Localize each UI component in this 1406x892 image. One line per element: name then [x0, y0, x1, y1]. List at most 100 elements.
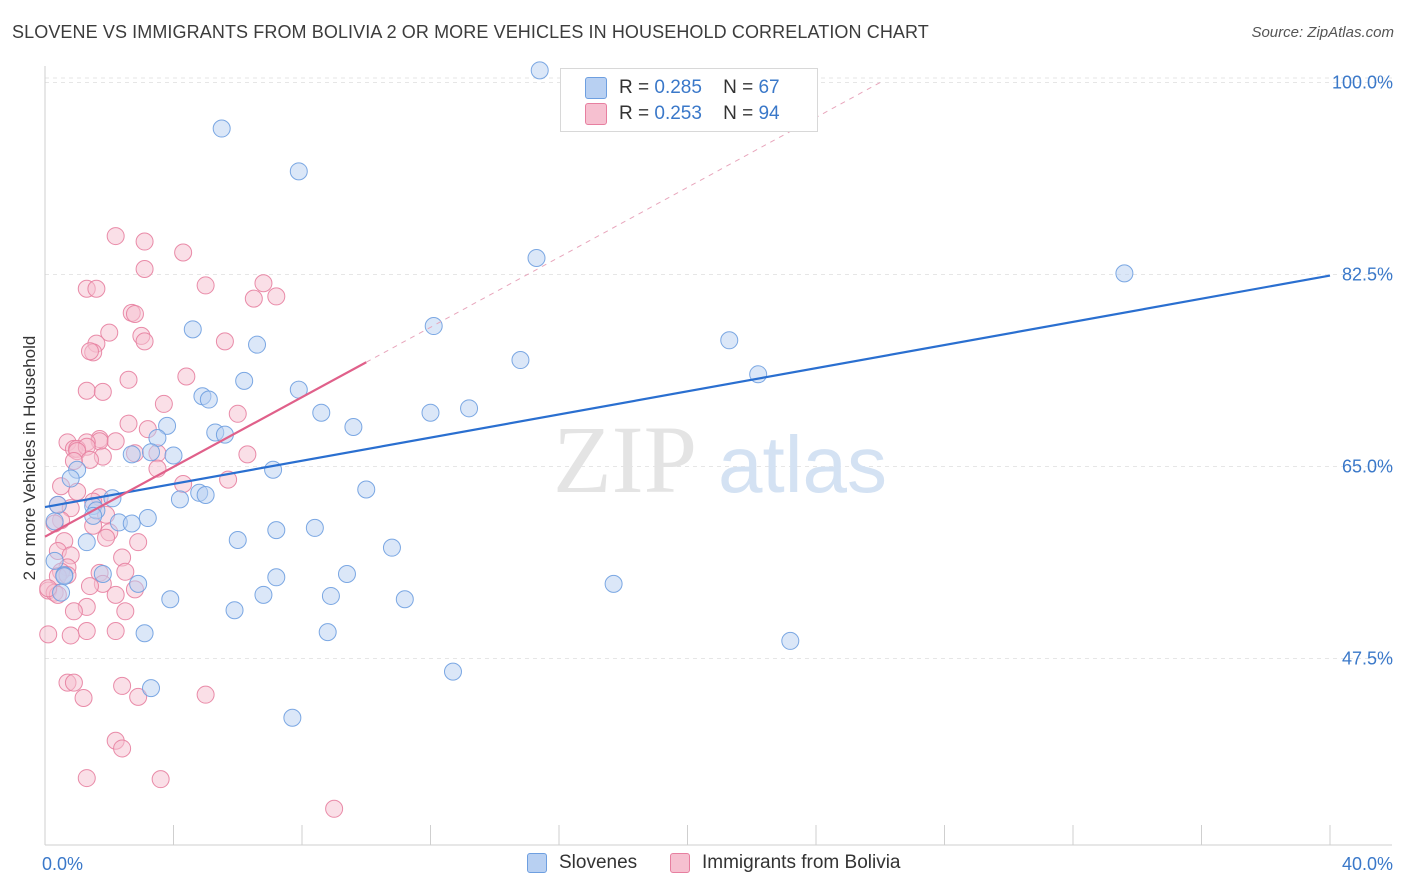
point-slovenes: [129, 574, 148, 593]
point-bolivia: [80, 577, 99, 596]
point-bolivia: [119, 370, 138, 389]
point-slovenes: [248, 335, 267, 354]
point-slovenes: [161, 590, 180, 609]
series-legend: Slovenes Immigrants from Bolivia: [0, 852, 1406, 878]
point-slovenes: [720, 331, 739, 350]
point-slovenes: [460, 399, 479, 418]
point-slovenes: [45, 512, 64, 531]
series-legend-bolivia[interactable]: Immigrants from Bolivia: [670, 852, 901, 874]
trend-lines: [44, 82, 1331, 538]
point-bolivia: [135, 232, 154, 251]
point-slovenes: [55, 567, 74, 586]
point-slovenes: [604, 574, 623, 593]
point-slovenes: [212, 119, 231, 138]
chart-title: SLOVENE VS IMMIGRANTS FROM BOLIVIA 2 OR …: [12, 22, 929, 42]
point-bolivia: [113, 676, 132, 695]
point-bolivia: [64, 673, 83, 692]
point-slovenes: [142, 679, 161, 698]
watermark-atlas: atlas: [718, 420, 887, 509]
point-bolivia: [129, 687, 148, 706]
point-slovenes: [52, 583, 71, 602]
trend-line-bolivia-extension: [366, 82, 881, 363]
point-slovenes: [357, 480, 376, 499]
legend-r-value-bolivia: 0.253: [654, 103, 702, 124]
point-slovenes: [337, 564, 356, 583]
points-slovenes: [45, 61, 1134, 727]
point-bolivia: [77, 769, 96, 788]
y-tick-label: 47.5%: [1342, 648, 1393, 668]
point-slovenes: [196, 485, 215, 504]
watermark-zip: ZIP: [553, 406, 697, 513]
point-slovenes: [382, 538, 401, 557]
point-bolivia: [106, 585, 125, 604]
legend-swatch-bolivia: [585, 103, 607, 125]
point-bolivia: [87, 279, 106, 298]
point-slovenes: [77, 533, 96, 552]
y-tick-label: 100.0%: [1332, 72, 1393, 92]
correlation-legend: R = 0.285 N = 67 R = 0.253 N = 94: [560, 68, 818, 132]
point-slovenes: [527, 249, 546, 268]
point-slovenes: [283, 708, 302, 727]
axes: [44, 66, 1392, 846]
point-slovenes: [443, 662, 462, 681]
point-slovenes: [122, 445, 141, 464]
point-bolivia: [254, 274, 273, 293]
series-label-slovenes: Slovenes: [559, 852, 638, 873]
point-slovenes: [395, 590, 414, 609]
point-slovenes: [318, 623, 337, 642]
point-bolivia: [39, 625, 58, 644]
point-slovenes: [228, 530, 247, 549]
point-bolivia: [93, 382, 112, 401]
point-slovenes: [135, 624, 154, 643]
legend-r-label: R =: [619, 103, 650, 124]
point-slovenes: [305, 518, 324, 537]
point-slovenes: [45, 551, 64, 570]
point-bolivia: [135, 332, 154, 351]
points-immigrants-from-bolivia: [39, 227, 344, 818]
point-slovenes: [781, 631, 800, 650]
point-bolivia: [177, 367, 196, 386]
tick-labels: 100.0% 82.5% 65.0% 47.5% 0.0% 40.0%: [42, 72, 1393, 874]
point-bolivia: [196, 276, 215, 295]
point-bolivia: [238, 445, 257, 464]
point-bolivia: [174, 243, 193, 262]
point-slovenes: [164, 446, 183, 465]
legend-r-label: R =: [619, 77, 650, 98]
legend-n-value-bolivia: 94: [758, 103, 780, 124]
point-bolivia: [196, 685, 215, 704]
point-bolivia: [61, 626, 80, 645]
legend-n-value-slovenes: 67: [758, 77, 780, 98]
point-slovenes: [235, 371, 254, 390]
point-bolivia: [116, 562, 135, 581]
point-bolivia: [129, 533, 148, 552]
point-bolivia: [106, 227, 125, 246]
point-slovenes: [61, 469, 80, 488]
point-slovenes: [138, 509, 157, 528]
trend-line-slovenes: [44, 274, 1331, 509]
point-slovenes: [424, 317, 443, 336]
point-bolivia: [80, 342, 99, 361]
point-slovenes: [321, 586, 340, 605]
series-legend-slovenes[interactable]: Slovenes: [527, 852, 637, 874]
point-bolivia: [113, 739, 132, 758]
point-slovenes: [254, 585, 273, 604]
point-slovenes: [158, 416, 177, 435]
point-slovenes: [312, 403, 331, 422]
point-slovenes: [1115, 264, 1134, 283]
legend-n-label: N =: [723, 77, 754, 98]
point-slovenes: [289, 162, 308, 181]
point-bolivia: [106, 432, 125, 451]
point-slovenes: [93, 564, 112, 583]
point-bolivia: [119, 414, 138, 433]
point-bolivia: [77, 381, 96, 400]
point-bolivia: [325, 799, 344, 818]
legend-n-label: N =: [723, 103, 754, 124]
y-tick-label: 82.5%: [1342, 264, 1393, 284]
point-bolivia: [74, 688, 93, 707]
point-bolivia: [154, 394, 173, 413]
point-bolivia: [151, 770, 170, 789]
point-slovenes: [142, 443, 161, 462]
point-slovenes: [199, 390, 218, 409]
point-bolivia: [116, 602, 135, 621]
series-swatch-slovenes: [527, 853, 547, 873]
